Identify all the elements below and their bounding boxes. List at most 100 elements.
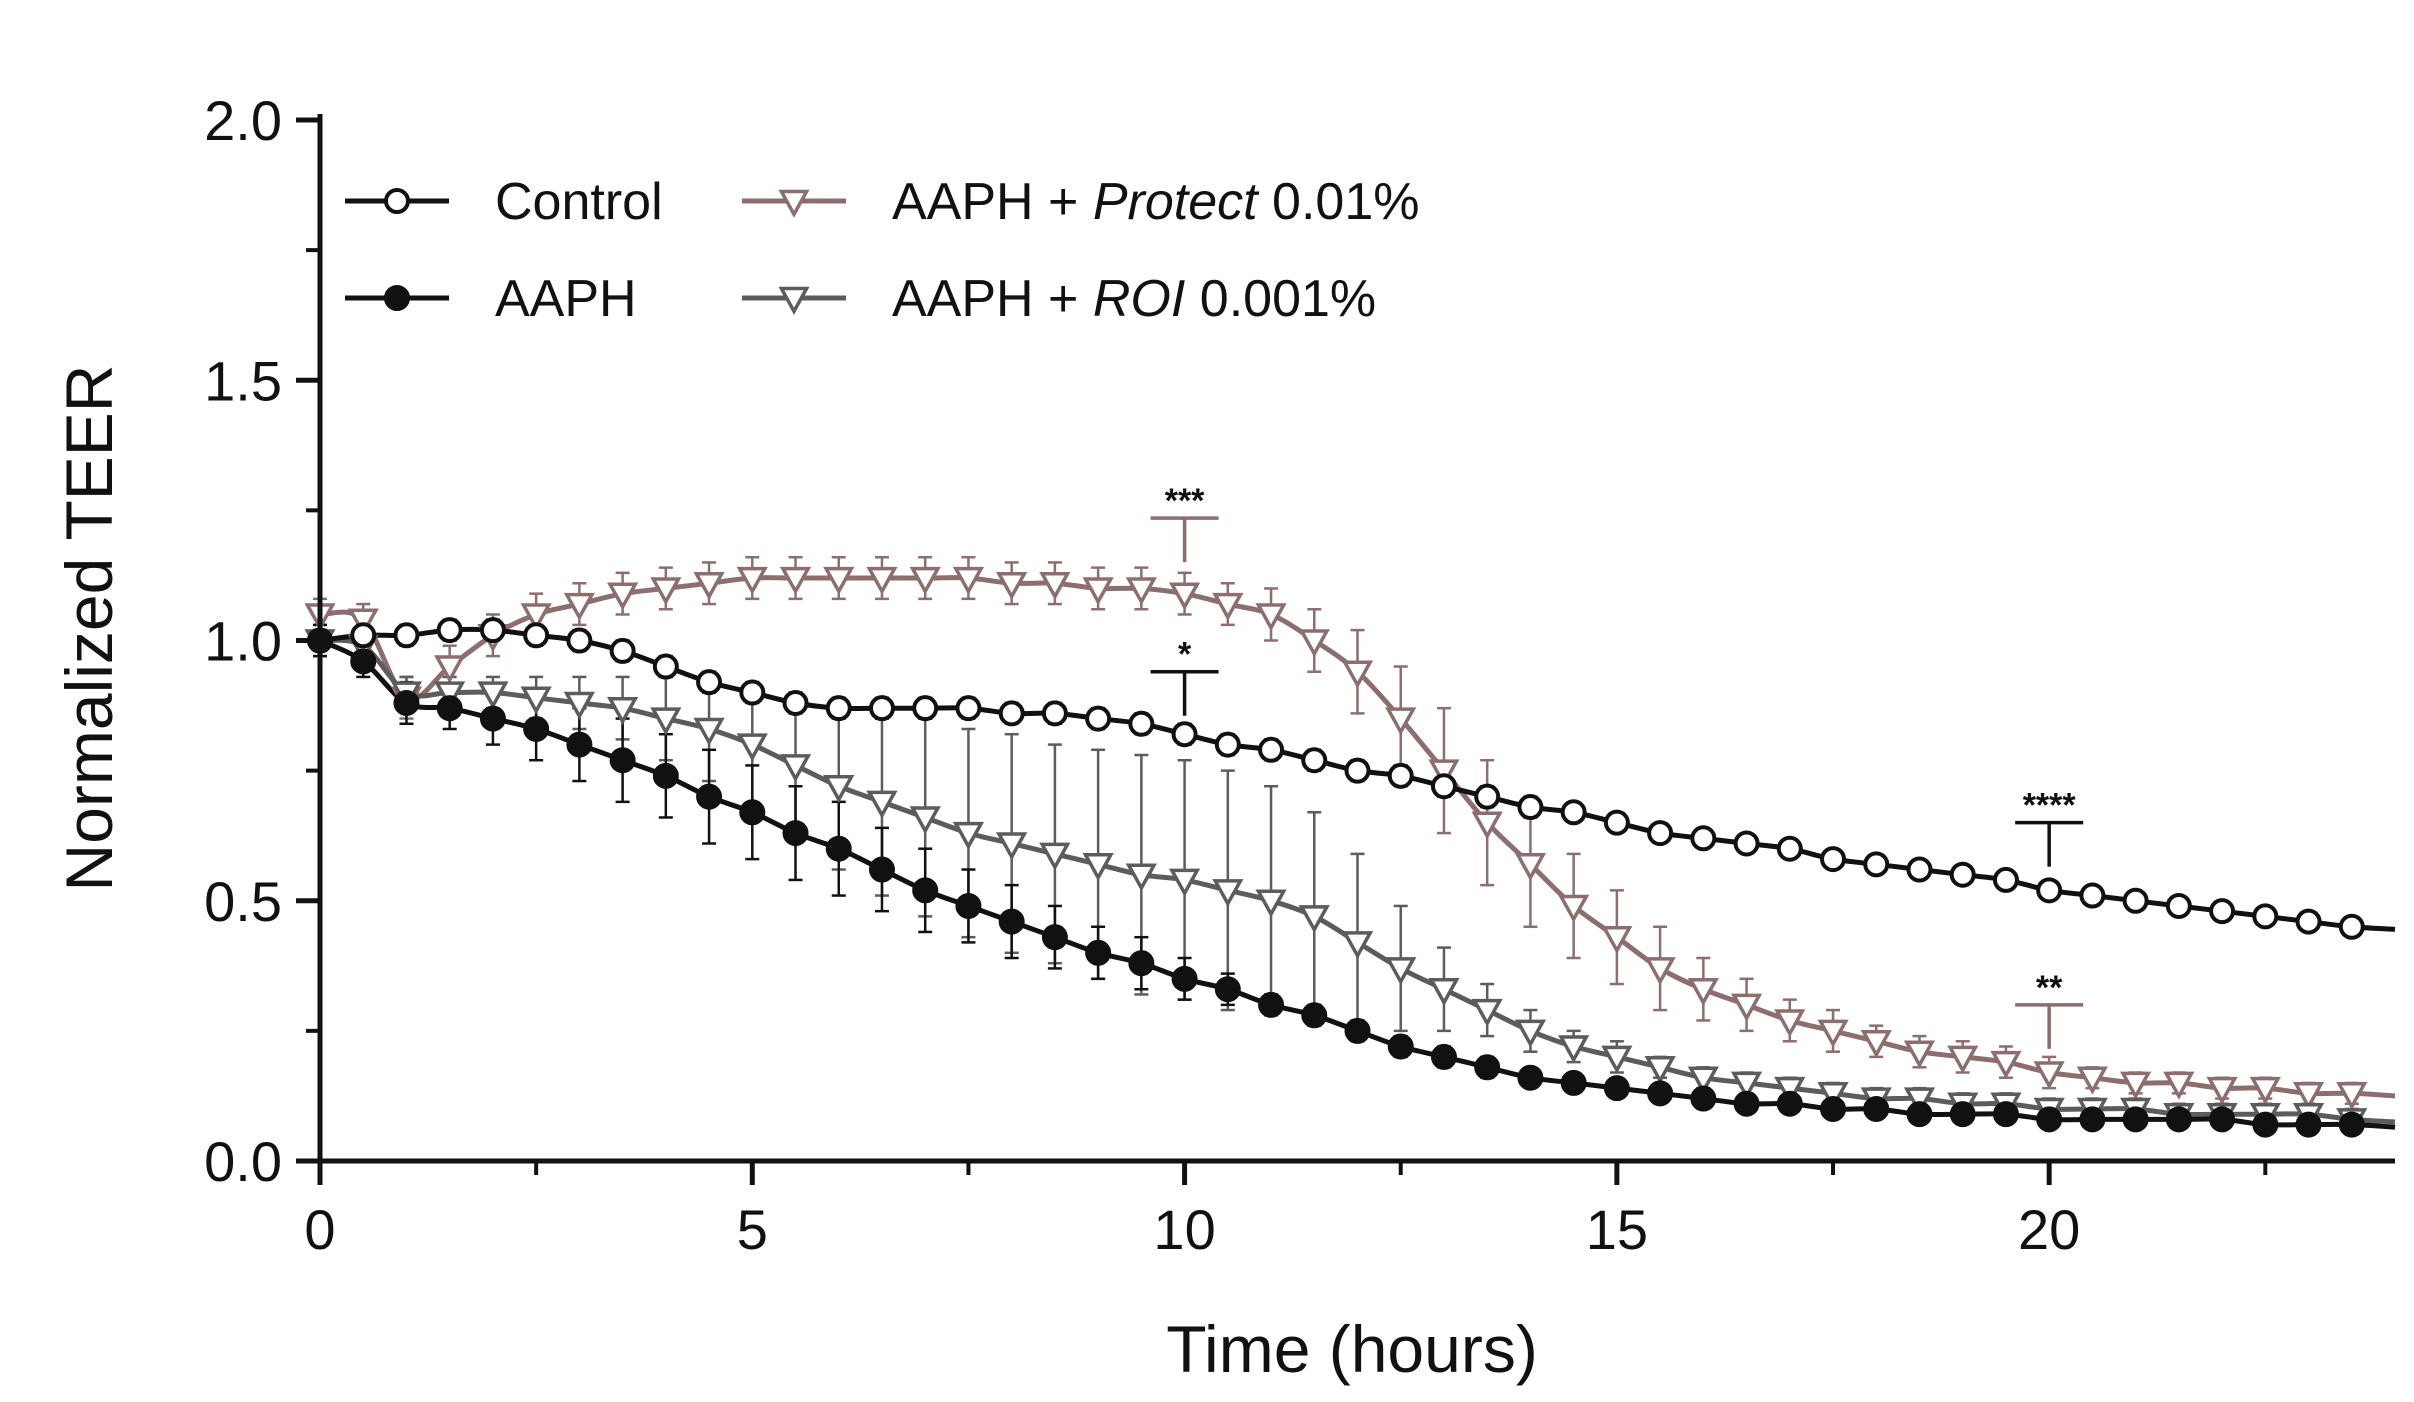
x-axis-title: Time (hours) [1166,1312,1538,1386]
data-point-control [1690,825,1717,852]
data-point-aaph-roi-0-001 [779,754,812,783]
data-point-aaph-protect-0-01 [347,608,379,637]
data-point-aaph-protect-0-01 [2163,1071,2195,1100]
data-point-control [1258,736,1285,763]
data-point-aaph-protect-0-01 [2076,1066,2108,1095]
data-point-aaph-protect-0-01 [650,577,682,606]
legend-label: AAPH + ROI 0.001% [892,270,1376,328]
x-tick-label: 10 [1153,1198,1215,1261]
data-point-aaph-roi-0-001 [1730,1071,1763,1100]
data-point-aaph [652,762,679,789]
data-point-aaph-protect-0-01 [1341,660,1374,689]
legend-swatch-marker [384,285,410,311]
data-point-aaph-roi-0-001 [1168,868,1201,897]
data-point-aaph [1128,950,1155,977]
data-point-control [825,695,852,722]
legend-swatch-marker [778,286,810,315]
data-point-aaph-roi-0-001 [1082,853,1114,882]
data-point-control [1344,757,1371,784]
data-point-aaph [479,705,506,732]
data-point-aaph-roi-0-001 [1471,998,1503,1027]
data-point-aaph-roi-0-001 [1687,1066,1719,1095]
legend-swatch-marker [384,188,410,214]
data-point-aaph-protect-0-01 [736,566,768,595]
data-point-aaph [825,835,852,862]
data-point-control [1560,799,1587,826]
data-point-aaph [998,908,1025,935]
data-point-control [652,653,679,680]
data-point-aaph-roi-0-001 [1774,1076,1806,1106]
data-point-control [2295,908,2322,935]
data-point-aaph [1041,924,1068,951]
axis-layer: 0.0 0.5 1.0 1.5 2.0 0 5 10 15 20 [204,89,2395,1261]
data-point-aaph [2338,1111,2365,1138]
legend-item-aaph-protect-0-01: AAPH + Protect 0.01% [742,173,1420,231]
data-point-aaph [2122,1106,2149,1133]
data-point-aaph [1085,939,1112,966]
y-axis-title: Normalized TEER [52,365,126,892]
data-point-control [1992,866,2019,893]
data-point-aaph-protect-0-01 [996,572,1028,601]
data-point-aaph [1820,1095,1847,1122]
data-point-aaph-protect-0-01 [2120,1071,2152,1100]
data-point-aaph-protect-0-01 [1990,1050,2022,1080]
data-point-control [1474,783,1501,810]
data-point-aaph [955,892,982,919]
data-point-control [2079,882,2106,909]
y-tick-label: 0.5 [204,870,282,933]
data-point-aaph-protect-0-01 [2206,1076,2238,1106]
data-point-aaph [566,731,593,758]
data-point-aaph [2036,1106,2063,1133]
data-point-control [436,617,463,644]
data-point-aaph [2295,1111,2322,1138]
data-point-aaph-protect-0-01 [2292,1082,2325,1111]
legend-item-aaph-roi-0-001: AAPH + ROI 0.001% [742,270,1376,328]
data-point-aaph-roi-0-001 [1903,1087,1936,1116]
data-point-aaph-roi-0-001 [1212,879,1244,908]
data-point-aaph-protect-0-01 [1168,582,1201,611]
data-point-aaph-roi-0-001 [952,821,985,851]
data-point-aaph [393,689,420,716]
data-point-control [479,617,506,644]
data-point-aaph [523,715,550,742]
data-point-control [1906,856,1933,883]
data-point-control [955,695,982,722]
data-point-aaph-protect-0-01 [1730,993,1763,1022]
significance-label: **** [2023,787,2077,825]
data-point-aaph-protect-0-01 [1471,811,1503,840]
data-point-aaph-protect-0-01 [434,655,466,684]
data-point-control [1603,809,1630,836]
data-point-aaph-roi-0-001 [434,681,466,710]
data-point-aaph [1690,1085,1717,1112]
data-point-aaph-protect-0-01 [693,572,725,601]
data-point-aaph-roi-0-001 [823,775,855,804]
data-point-aaph-roi-0-001 [1558,1035,1590,1064]
data-point-aaph [1430,1043,1457,1070]
data-point-control [1820,846,1847,873]
data-point-aaph [2209,1106,2236,1133]
data-point-control [1128,710,1155,737]
legend-item-aaph: AAPH [345,270,637,328]
data-point-aaph [1344,1017,1371,1044]
data-point-aaph-roi-0-001 [866,790,898,819]
data-point-control [2165,892,2192,919]
data-point-aaph-protect-0-01 [1212,592,1244,621]
x-tick-label: 20 [2018,1198,2080,1261]
data-point-aaph-protect-0-01 [2033,1061,2065,1090]
data-point-control [1949,861,1976,888]
data-point-aaph-protect-0-01 [1255,603,1287,632]
data-point-aaph [1863,1095,1890,1122]
data-point-control [696,669,723,696]
data-point-control [1301,747,1328,774]
data-point-aaph-protect-0-01 [909,566,941,595]
data-point-aaph-protect-0-01 [1385,707,1417,736]
data-point-control [1647,820,1674,847]
data-point-aaph-roi-0-001 [1428,977,1460,1007]
data-point-aaph-protect-0-01 [2249,1076,2281,1106]
significance-annotation-layer: ********** [1150,482,2084,1049]
y-tick-label: 2.0 [204,89,282,152]
data-point-aaph-protect-0-01 [1687,977,1719,1007]
data-point-control [868,695,895,722]
data-point-aaph [1387,1033,1414,1060]
